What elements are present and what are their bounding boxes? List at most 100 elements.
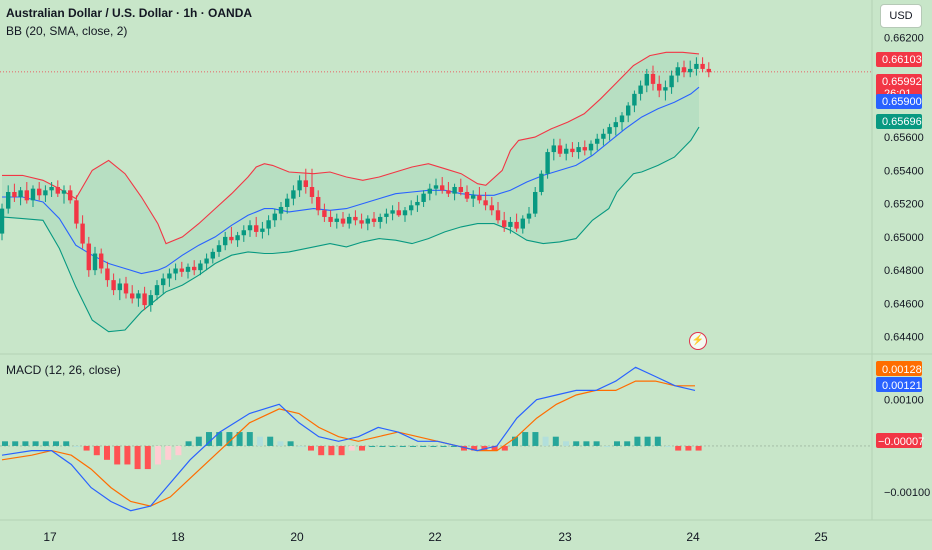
candle-body bbox=[192, 266, 197, 271]
time-tick-label: 24 bbox=[686, 530, 700, 544]
candle bbox=[564, 143, 569, 161]
bb-upper-line bbox=[2, 51, 700, 245]
candle-body bbox=[216, 245, 222, 252]
candle bbox=[632, 90, 637, 113]
candle bbox=[347, 213, 352, 229]
candle-body bbox=[371, 218, 377, 222]
price-tick-label: 0.64400 bbox=[884, 332, 924, 344]
candle-body bbox=[117, 283, 122, 291]
candle-body bbox=[539, 173, 544, 192]
candle bbox=[402, 206, 408, 222]
candle-body bbox=[409, 205, 414, 211]
candle bbox=[173, 263, 178, 281]
candle-body bbox=[644, 73, 649, 86]
candle-body bbox=[24, 190, 29, 201]
candle-body bbox=[427, 188, 432, 194]
candle bbox=[247, 220, 253, 237]
candle bbox=[669, 70, 674, 94]
candle-body bbox=[570, 148, 575, 153]
candle bbox=[223, 231, 228, 251]
price-tick-label: 0.65200 bbox=[884, 199, 924, 211]
candle-body bbox=[92, 253, 98, 271]
candle-body bbox=[663, 87, 668, 91]
candle-body bbox=[359, 220, 364, 224]
candle-body bbox=[384, 213, 389, 217]
price-tick-label: 0.65000 bbox=[884, 232, 924, 244]
candle-body bbox=[179, 268, 184, 272]
candle bbox=[12, 183, 17, 202]
candle-body bbox=[247, 225, 253, 231]
candle bbox=[508, 216, 513, 234]
bb-legend[interactable]: BB (20, SMA, close, 2) bbox=[6, 24, 128, 38]
candle bbox=[427, 183, 432, 201]
macd-tick-label: −0.00100 bbox=[884, 487, 930, 499]
candle bbox=[216, 240, 222, 257]
candle-body bbox=[632, 93, 637, 106]
candle bbox=[43, 185, 48, 202]
candle-body bbox=[706, 68, 711, 73]
candle-body bbox=[316, 196, 321, 211]
macd-histogram-bar bbox=[236, 432, 243, 446]
macd-histogram-bar bbox=[410, 445, 416, 447]
candle bbox=[551, 138, 556, 161]
candle bbox=[477, 187, 482, 204]
candle bbox=[520, 215, 525, 234]
candle bbox=[471, 190, 476, 207]
price-tick-label: 0.64600 bbox=[884, 298, 924, 310]
macd-histogram-bar bbox=[226, 432, 233, 446]
macd-histogram-bar bbox=[73, 445, 80, 447]
macd-badge-label: 0.00128 bbox=[882, 364, 922, 376]
chart-title: Australian Dollar / U.S. Dollar · 1h · O… bbox=[6, 6, 253, 20]
candle-body bbox=[514, 221, 519, 229]
candle bbox=[266, 215, 271, 236]
price-tick-label: 0.65600 bbox=[884, 132, 924, 144]
candle bbox=[130, 285, 135, 304]
price-badge bbox=[876, 114, 922, 129]
candle bbox=[657, 75, 662, 98]
lightning-bolt-icon[interactable]: ⚡ bbox=[689, 332, 707, 350]
candle-body bbox=[440, 185, 445, 191]
candle bbox=[285, 193, 290, 214]
candle-body bbox=[688, 68, 693, 73]
candle bbox=[514, 213, 519, 232]
macd-histogram-bar bbox=[124, 445, 131, 465]
macd-histogram-bar bbox=[379, 445, 386, 447]
candle-body bbox=[378, 216, 383, 222]
macd-histogram-bar bbox=[593, 441, 600, 446]
macd-histogram-bar bbox=[155, 445, 161, 465]
macd-histogram-bar bbox=[83, 445, 90, 451]
currency-button[interactable]: USD bbox=[880, 4, 922, 28]
macd-histogram-bar bbox=[175, 445, 182, 456]
candle-body bbox=[241, 230, 246, 236]
candle bbox=[371, 211, 377, 227]
candle-body bbox=[446, 190, 451, 194]
candle bbox=[55, 180, 60, 197]
candle-body bbox=[322, 210, 327, 217]
candle bbox=[694, 57, 699, 76]
macd-histogram-bar bbox=[491, 445, 498, 451]
candle-body bbox=[483, 200, 488, 206]
candle bbox=[260, 221, 265, 239]
candle-body bbox=[415, 201, 420, 206]
candle bbox=[384, 208, 389, 224]
time-tick-label: 23 bbox=[558, 530, 572, 544]
candle-body bbox=[353, 216, 358, 221]
macd-histogram-bar bbox=[318, 445, 325, 456]
candle-body bbox=[421, 193, 426, 202]
candle-body bbox=[396, 210, 401, 216]
candle-body bbox=[154, 285, 160, 296]
candle bbox=[37, 182, 42, 201]
candle bbox=[576, 142, 581, 159]
candle bbox=[235, 231, 240, 247]
candle bbox=[359, 213, 364, 229]
candle bbox=[644, 68, 649, 93]
macd-histogram-bar bbox=[512, 436, 518, 446]
candle-body bbox=[6, 191, 11, 209]
candle-body bbox=[638, 85, 643, 94]
price-badge bbox=[876, 74, 922, 100]
candle bbox=[396, 201, 401, 217]
macd-histogram-bar bbox=[93, 445, 100, 456]
candle bbox=[154, 280, 160, 301]
macd-legend[interactable]: MACD (12, 26, close) bbox=[6, 363, 121, 377]
